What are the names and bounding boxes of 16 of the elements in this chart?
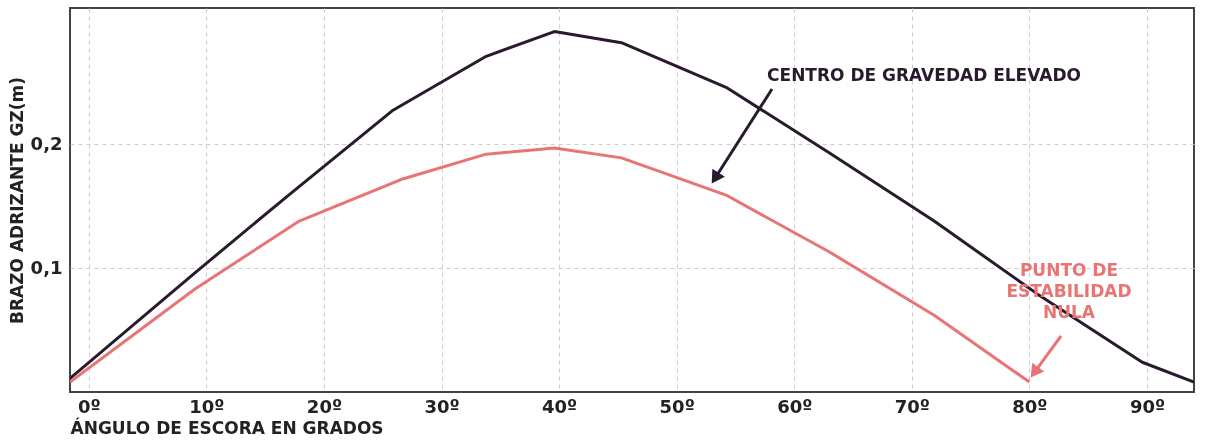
y-axis-title: BRAZO ADRIZANTE GZ(m) — [6, 77, 27, 324]
x-tick-label: 10º — [189, 395, 225, 417]
x-tick-label: 80º — [1012, 395, 1048, 417]
x-tick-label: 30º — [424, 395, 460, 417]
x-tick-label: 70º — [894, 395, 930, 417]
x-axis-title: ÁNGULO DE ESCORA EN GRADOS — [70, 416, 384, 438]
y-tick-label: 0,1 — [30, 256, 63, 278]
x-tick-label: 90º — [1129, 395, 1166, 417]
y-tick-label: 0,2 — [30, 132, 63, 154]
x-tick-label: 50º — [659, 395, 695, 417]
x-tick-label: 60º — [777, 395, 813, 417]
line-series — [70, 30, 1194, 384]
x-tick-label: 40º — [542, 395, 578, 417]
annotation: CENTRO DE GRAVEDAD ELEVADO — [767, 65, 1081, 85]
x-tick-label: 0º — [77, 395, 101, 417]
x-tick-label: 20º — [306, 395, 343, 417]
